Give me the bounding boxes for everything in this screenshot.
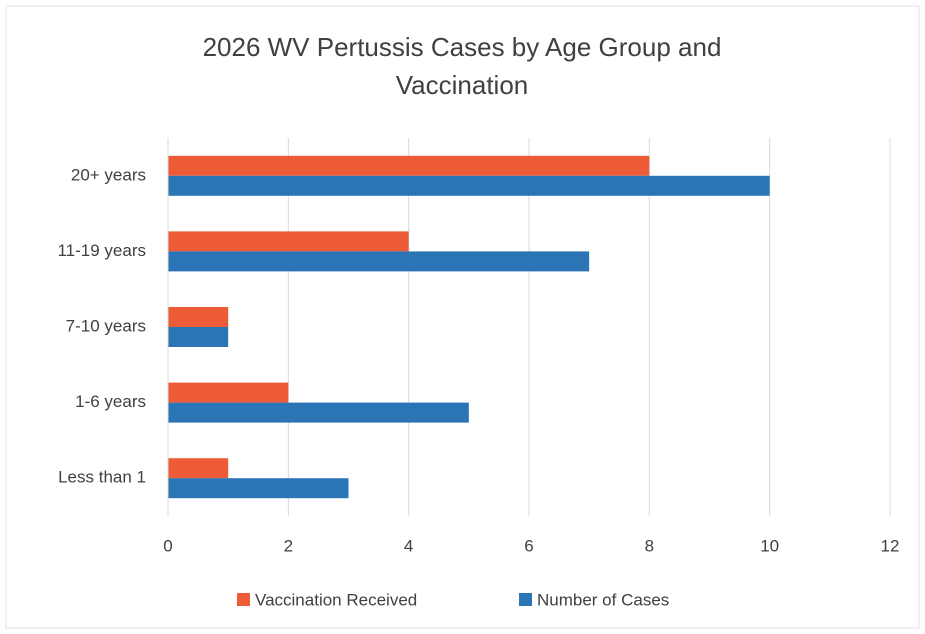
x-tick-label: 12: [881, 536, 900, 555]
bar: [168, 327, 229, 347]
bar: [168, 382, 289, 403]
bar: [168, 251, 590, 272]
y-tick-label: 7-10 years: [66, 316, 146, 335]
x-tick-label: 0: [163, 536, 172, 555]
legend-label: Vaccination Received: [255, 590, 417, 609]
bar: [168, 175, 770, 196]
chart-title: 2026 WV Pertussis Cases by Age Group and…: [202, 32, 722, 100]
x-tick-label: 8: [645, 536, 654, 555]
legend-swatch: [519, 593, 532, 606]
bar: [168, 307, 229, 327]
x-tick-label: 2: [284, 536, 293, 555]
y-tick-label: 1-6 years: [75, 392, 146, 411]
bar: [168, 155, 650, 176]
y-tick-label: 20+ years: [71, 165, 146, 184]
legend-label: Number of Cases: [537, 590, 669, 609]
x-tick-label: 6: [524, 536, 533, 555]
chart-border: [5, 5, 920, 629]
y-tick-label: Less than 1: [58, 468, 146, 487]
legend-swatch: [237, 593, 250, 606]
bar: [168, 402, 469, 423]
bar: [168, 231, 409, 252]
x-tick-label: 10: [760, 536, 779, 555]
x-tick-label: 4: [404, 536, 413, 555]
bar: [168, 458, 229, 479]
bar: [168, 478, 349, 499]
y-tick-label: 11-19 years: [57, 241, 146, 260]
